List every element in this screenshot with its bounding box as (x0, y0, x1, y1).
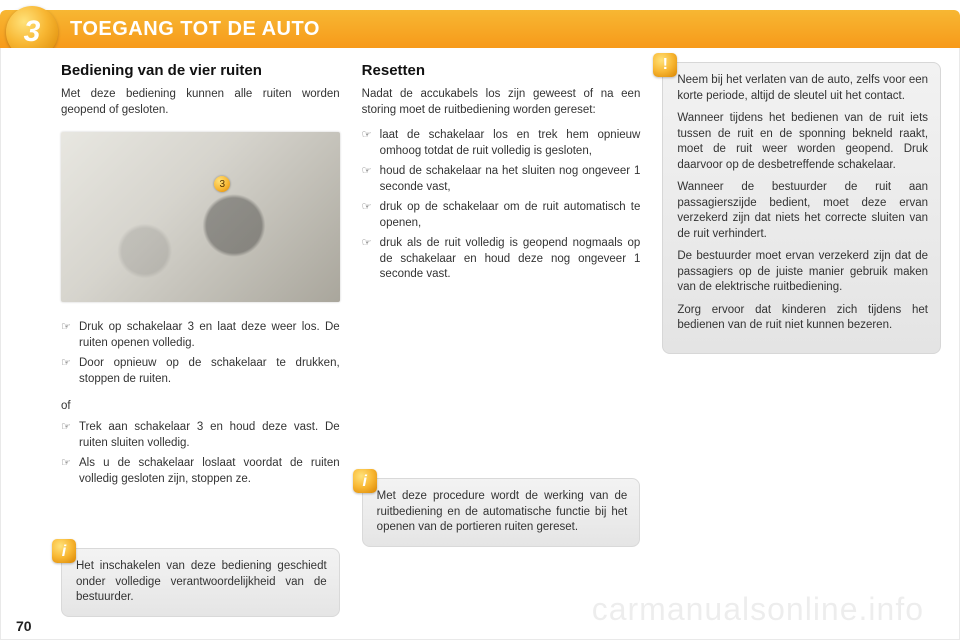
page-number: 70 (16, 618, 32, 634)
column-1: Bediening van de vier ruiten Met deze be… (61, 62, 340, 617)
column-2: Resetten Nadat de accukabels los zijn ge… (362, 62, 641, 617)
col2-info-box: i Met deze procedure wordt de werking va… (362, 478, 641, 547)
col2-heading: Resetten (362, 62, 641, 79)
col2-intro: Nadat de accukabels los zijn geweest of … (362, 87, 641, 118)
col2-bullets: laat de schakelaar los en trek hem opnie… (362, 128, 641, 288)
col1-bullets-a: Druk op schakelaar 3 en laat deze weer l… (61, 320, 340, 392)
bullet: Als u de schakelaar loslaat voordat de r… (61, 456, 340, 487)
page-frame: Bediening van de vier ruiten Met deze be… (0, 48, 960, 640)
chapter-header: 3 TOEGANG TOT DE AUTO (0, 10, 960, 48)
illustration-photo: 3 (61, 132, 340, 302)
bullet: houd de schakelaar na het sluiten nog on… (362, 164, 641, 195)
bullet: Trek aan schakelaar 3 en houd deze vast.… (61, 420, 340, 451)
bullet: laat de schakelaar los en trek hem opnie… (362, 128, 641, 159)
col1-bullets-b: Trek aan schakelaar 3 en houd deze vast.… (61, 420, 340, 492)
warning-box: ! Neem bij het verlaten van de auto, zel… (662, 62, 941, 354)
column-3: ! Neem bij het verlaten van de auto, zel… (662, 62, 941, 617)
col1-of-label: of (61, 400, 340, 412)
chapter-title: TOEGANG TOT DE AUTO (70, 18, 320, 41)
warn-para: Wanneer tijdens het bedienen van de ruit… (677, 111, 928, 173)
warning-icon: ! (653, 53, 677, 77)
warn-para: Neem bij het verlaten van de auto, zelfs… (677, 73, 928, 104)
info-icon: i (52, 539, 76, 563)
warn-para: Zorg ervoor dat kinderen zich tijdens he… (677, 303, 928, 334)
col1-heading: Bediening van de vier ruiten (61, 62, 340, 79)
col1-info-box: i Het inschakelen van deze bediening ges… (61, 548, 340, 617)
bullet: druk als de ruit volledig is geopend nog… (362, 236, 641, 283)
warn-para: Wanneer de bestuurder de ruit aan passag… (677, 180, 928, 242)
col1-intro: Met deze bediening kunnen alle ruiten wo… (61, 87, 340, 118)
bullet: Door opnieuw op de schakelaar te drukken… (61, 356, 340, 387)
photo-marker-3: 3 (214, 176, 230, 192)
bullet: druk op de schakelaar om de ruit automat… (362, 200, 641, 231)
bullet: Druk op schakelaar 3 en laat deze weer l… (61, 320, 340, 351)
col2-info-text: Met deze procedure wordt de werking van … (377, 490, 628, 533)
info-icon: i (353, 469, 377, 493)
col1-info-text: Het inschakelen van deze bediening gesch… (76, 560, 327, 603)
warn-para: De bestuurder moet ervan verzekerd zijn … (677, 249, 928, 296)
